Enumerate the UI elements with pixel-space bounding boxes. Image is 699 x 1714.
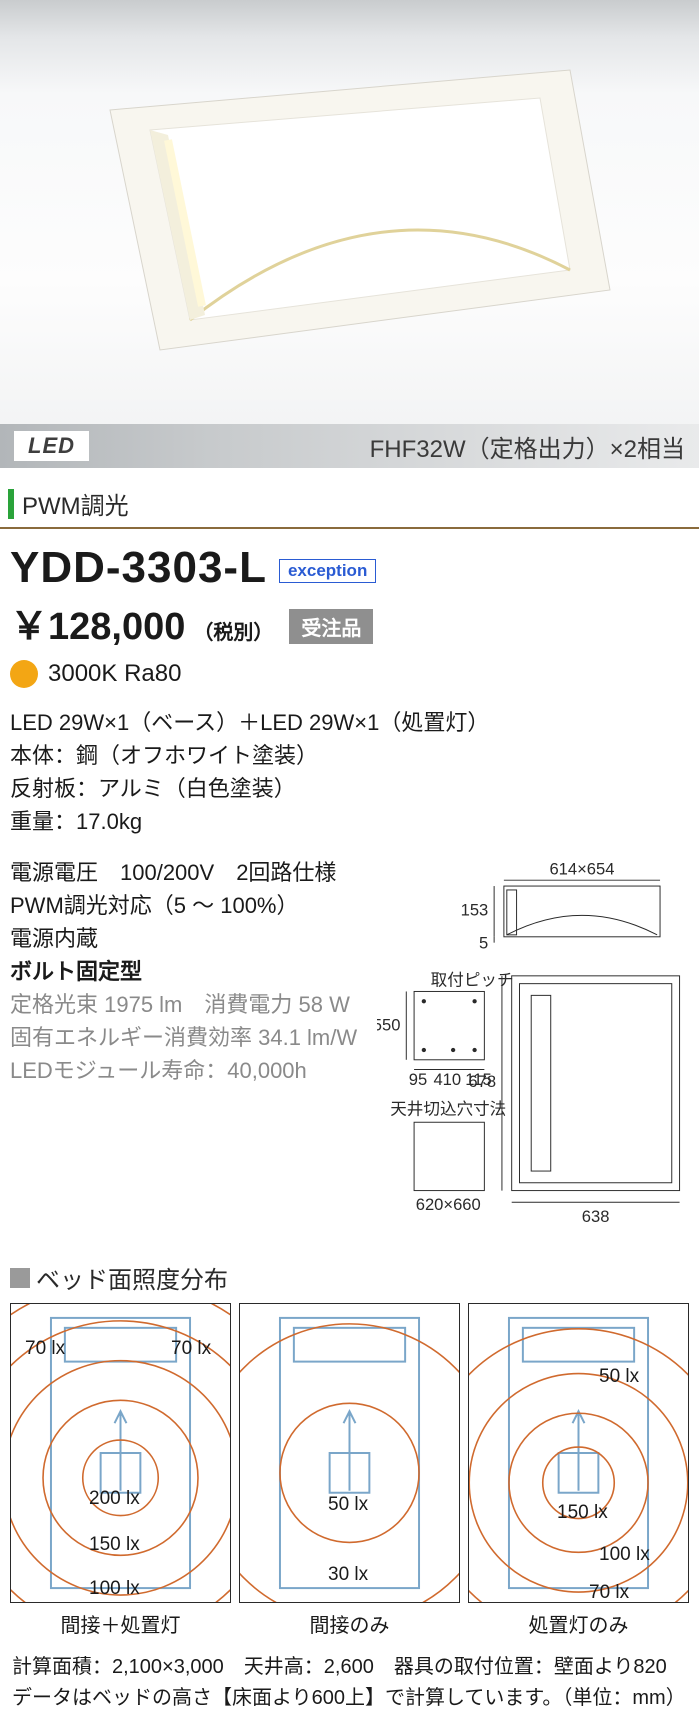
dim-label: 153 xyxy=(460,900,488,919)
pwm-bar: PWM調光 xyxy=(0,486,699,521)
spec-grey-line: 固有エネルギー消費効率 34.1 lm/W xyxy=(10,1021,367,1054)
cutout-title: 天井切込穴寸法 xyxy=(390,1099,506,1118)
footer-line: 計算面積：2,100×3,000 天井高：2,600 器具の取付位置：壁面より8… xyxy=(12,1652,687,1683)
spec-grey-line: 定格光束 1975 lm 消費電力 58 W xyxy=(10,988,367,1021)
lux-value-label: 50 lx xyxy=(328,1494,368,1516)
spec-line: 重量：17.0kg xyxy=(10,805,689,838)
footer-line: データはベッドの高さ【床面より600上】で計算しています。（単位：mm） xyxy=(12,1683,687,1714)
lux-value-label: 70 lx xyxy=(171,1338,211,1360)
exception-badge: exception xyxy=(279,559,376,583)
dim-label: 95 xyxy=(408,1070,426,1089)
dimension-diagram: 614×654 153 5 取付ピッチ 550 xyxy=(377,856,689,1246)
spec-top-block: LED 29W×1（ベース）＋LED 29W×1（処置灯） 本体：鋼（オフホワイ… xyxy=(10,706,689,838)
lux-value-label: 50 lx xyxy=(599,1366,639,1388)
lux-value-label: 70 lx xyxy=(25,1338,65,1360)
dim-label: 620×660 xyxy=(415,1195,480,1214)
lux-section-title: ベッド面照度分布 xyxy=(10,1260,689,1295)
spec-line: 本体：鋼（オフホワイト塗装） xyxy=(10,739,689,772)
cct-label: 3000K Ra80 xyxy=(48,660,181,688)
footer-notes: 計算面積：2,100×3,000 天井高：2,600 器具の取付位置：壁面より8… xyxy=(10,1652,689,1714)
divider xyxy=(0,527,699,529)
lux-value-label: 30 lx xyxy=(328,1564,368,1586)
lux-value-label: 70 lx xyxy=(589,1582,629,1603)
fixture-illustration xyxy=(50,40,650,400)
lux-value-label: 100 lx xyxy=(599,1544,650,1566)
order-badge: 受注品 xyxy=(289,609,373,644)
lux-panels-row: 70 lx 70 lx 200 lx 150 lx 100 lx 間接＋処置灯 50 lx 3… xyxy=(10,1303,689,1638)
spec-grey-line: LEDモジュール寿命：40,000h xyxy=(10,1054,367,1087)
product-image-area: LED FHF32W（定格出力）×2相当 xyxy=(0,0,699,468)
spec-line: 電源電圧 100/200V 2回路仕様 xyxy=(10,856,367,889)
equivalent-label: FHF32W（定格出力）×2相当 xyxy=(370,429,685,464)
lux-panel-caption: 間接のみ xyxy=(239,1609,460,1638)
dim-label: 678 xyxy=(468,1072,496,1091)
cct-color-icon xyxy=(10,660,38,688)
tax-note: （税別） xyxy=(193,616,273,645)
lux-panel-caption: 処置灯のみ xyxy=(468,1609,689,1638)
spec-line: PWM調光対応（5 〜 100%） xyxy=(10,889,367,922)
led-badge: LED xyxy=(14,431,89,461)
lux-panel-caption: 間接＋処置灯 xyxy=(10,1609,231,1638)
mount-title: 取付ピッチ xyxy=(430,971,513,990)
model-number: YDD-3303-L xyxy=(10,543,267,593)
hero-band: LED FHF32W（定格出力）×2相当 xyxy=(0,424,699,468)
pwm-tick-icon xyxy=(8,489,14,519)
lux-panel: 50 lx 150 lx 100 lx 70 lx xyxy=(468,1303,689,1603)
spec-line: 反射板：アルミ（白色塗装） xyxy=(10,772,689,805)
spec-bold-line: ボルト固定型 xyxy=(10,955,367,988)
lux-panel: 50 lx 30 lx xyxy=(239,1303,460,1603)
dim-label: 614×654 xyxy=(549,859,614,878)
spec-line: 電源内蔵 xyxy=(10,922,367,955)
lux-value-label: 200 lx xyxy=(89,1488,140,1510)
dim-label: 5 xyxy=(479,934,488,953)
lux-panel: 70 lx 70 lx 200 lx 150 lx 100 lx xyxy=(10,1303,231,1603)
lux-title-text: ベッド面照度分布 xyxy=(36,1260,228,1295)
lux-value-label: 150 lx xyxy=(89,1534,140,1556)
dim-label: 410 xyxy=(433,1070,461,1089)
spec-mid-block: 電源電圧 100/200V 2回路仕様 PWM調光対応（5 〜 100%） 電源… xyxy=(10,856,367,1087)
dim-label: 550 xyxy=(377,1016,400,1035)
dim-label: 638 xyxy=(581,1207,609,1226)
price: ￥128,000 xyxy=(10,595,185,650)
spec-line: LED 29W×1（ベース）＋LED 29W×1（処置灯） xyxy=(10,706,689,739)
lux-value-label: 100 lx xyxy=(89,1578,140,1600)
pwm-label: PWM調光 xyxy=(22,486,129,521)
lux-value-label: 150 lx xyxy=(557,1502,608,1524)
square-bullet-icon xyxy=(10,1268,30,1288)
